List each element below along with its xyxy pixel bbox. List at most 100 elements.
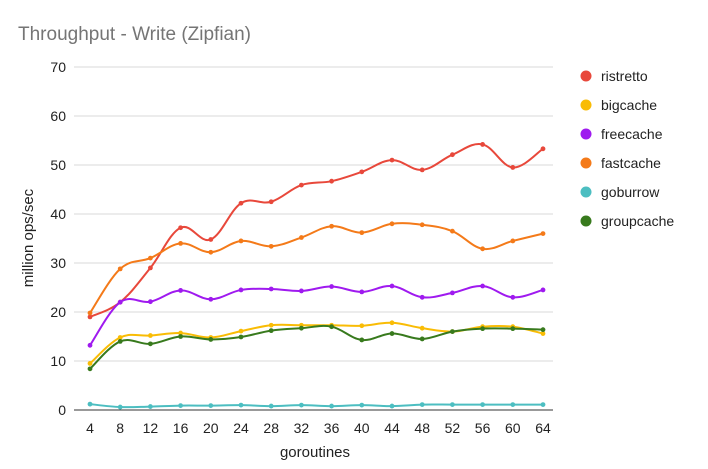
legend: ristretto bigcache freecache fastcache gobur…	[580, 68, 674, 229]
data-point	[268, 199, 274, 205]
data-point	[117, 335, 123, 340]
data-point	[329, 284, 334, 289]
data-point	[87, 342, 93, 348]
data-point	[268, 328, 274, 334]
data-point	[389, 283, 395, 289]
data-point	[238, 334, 244, 340]
data-point	[450, 228, 455, 234]
data-point	[238, 328, 244, 334]
data-point	[359, 169, 365, 175]
legend-label: groupcache	[601, 213, 674, 229]
data-point	[329, 403, 334, 409]
data-point	[148, 299, 153, 305]
legend-marker	[580, 186, 592, 198]
data-point	[178, 334, 184, 339]
data-point	[299, 402, 304, 408]
data-point	[540, 327, 546, 333]
data-point	[87, 314, 93, 320]
data-point	[510, 326, 516, 332]
series-goburrow	[87, 401, 546, 410]
data-point	[148, 255, 153, 261]
data-point	[208, 249, 214, 255]
y-tick-label: 0	[58, 402, 66, 418]
x-tick-label: 36	[324, 420, 340, 436]
x-tick-label: 28	[263, 420, 279, 436]
data-point	[540, 331, 546, 336]
data-point	[359, 337, 365, 343]
data-point	[299, 235, 304, 240]
data-point	[87, 366, 93, 372]
data-point	[148, 404, 153, 409]
series-groupcache	[87, 324, 546, 372]
data-point	[419, 222, 425, 228]
data-point	[419, 402, 425, 408]
data-point	[329, 223, 334, 229]
legend-item: fastcache	[580, 155, 661, 171]
legend-item: groupcache	[580, 213, 674, 229]
x-axis-label: goroutines	[280, 444, 350, 461]
data-point	[450, 329, 455, 334]
series-fastcache	[87, 221, 546, 316]
data-point	[208, 237, 214, 242]
data-point	[148, 265, 153, 271]
data-point	[540, 146, 546, 152]
data-point	[419, 167, 425, 173]
data-point	[359, 230, 365, 236]
legend-marker	[580, 157, 592, 169]
data-point	[419, 325, 425, 331]
x-tick-label: 4	[86, 420, 94, 436]
y-tick-label: 60	[50, 108, 66, 124]
data-point	[480, 283, 485, 289]
data-point	[208, 403, 214, 408]
data-point	[359, 323, 365, 329]
data-point	[389, 221, 395, 227]
legend-marker	[580, 215, 592, 227]
chart-title: Throughput - Write (Zipfian)	[18, 24, 251, 45]
data-point	[117, 266, 123, 272]
x-tick-label: 32	[294, 420, 310, 436]
data-point	[87, 401, 93, 407]
data-point	[510, 402, 516, 408]
legend-label: fastcache	[601, 155, 661, 171]
data-point	[148, 341, 153, 347]
data-point	[148, 333, 153, 338]
data-point	[299, 182, 304, 188]
series-line	[89, 222, 544, 314]
x-tick-label: 20	[203, 420, 219, 436]
data-point	[208, 296, 214, 302]
data-point	[359, 402, 365, 408]
data-point	[178, 288, 184, 293]
data-point	[329, 324, 334, 330]
data-point	[268, 322, 274, 328]
data-point	[178, 225, 184, 231]
legend-item: goburrow	[580, 184, 660, 200]
data-point	[299, 325, 304, 331]
data-point	[480, 402, 485, 408]
y-tick-label: 20	[50, 304, 66, 320]
data-point	[238, 238, 244, 244]
y-axis-label: million ops/sec	[20, 188, 37, 287]
data-point	[299, 288, 304, 294]
data-point	[510, 238, 516, 244]
series-line	[89, 285, 544, 346]
data-point	[419, 336, 425, 342]
data-point	[389, 331, 395, 336]
data-point	[389, 403, 395, 409]
series-line	[89, 143, 544, 318]
y-tick-label: 70	[50, 59, 66, 75]
data-point	[178, 330, 184, 336]
data-point	[480, 246, 485, 252]
data-point	[238, 287, 244, 293]
data-point	[117, 299, 123, 305]
legend-label: bigcache	[601, 97, 657, 113]
data-point	[117, 339, 123, 344]
y-axis-ticks: 0 10 20 30 40 50 60 70	[50, 59, 66, 418]
data-point	[268, 286, 274, 292]
data-point	[510, 294, 516, 300]
x-tick-label: 8	[116, 420, 124, 436]
x-axis-ticks: 4 8 12 16 20 24 28 32 36 40 44 48 52 56 60 64	[86, 420, 551, 436]
data-point	[389, 157, 395, 163]
data-point	[540, 231, 546, 237]
legend-item: bigcache	[580, 97, 657, 113]
